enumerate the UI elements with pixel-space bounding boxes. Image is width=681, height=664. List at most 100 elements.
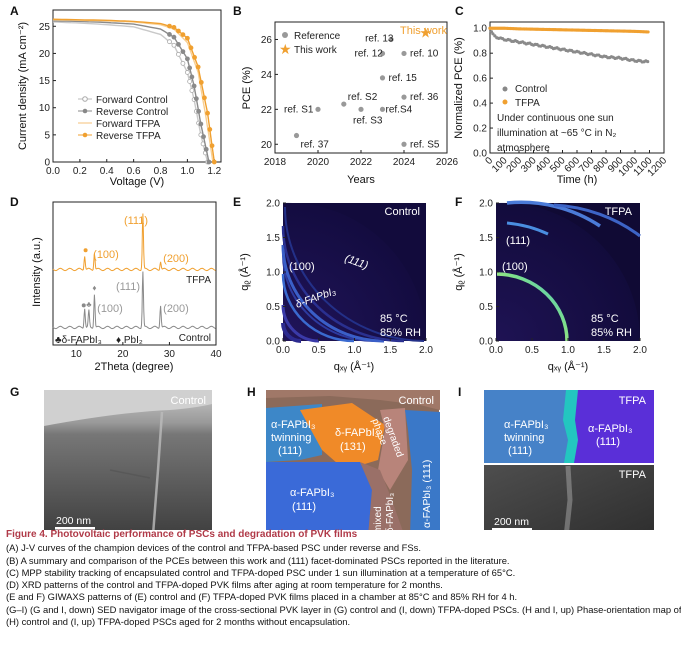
x-tick-label: 0.0 xyxy=(276,345,290,356)
region-label: α-FAPbI₃ xyxy=(588,423,632,435)
data-point xyxy=(198,121,204,127)
legend-marker xyxy=(82,132,88,138)
point-label: ref. S3 xyxy=(353,115,383,126)
y-tick-label: 10 xyxy=(39,103,51,114)
diffraction-ring xyxy=(281,244,385,343)
point-label: ref. 37 xyxy=(301,140,330,151)
point-label: ref. 10 xyxy=(410,48,439,59)
legend-entry: ♣δ-FAPbI₃ xyxy=(55,335,102,346)
region-label: (111) xyxy=(292,501,316,513)
peak-label: (200) xyxy=(163,303,189,315)
data-point xyxy=(209,143,215,149)
y-tick-label: 5 xyxy=(44,130,50,141)
data-point xyxy=(188,45,194,51)
panel-label: I xyxy=(458,385,461,399)
diffraction-ring xyxy=(553,203,641,238)
peak-marker: ♦ xyxy=(92,283,96,292)
x-tick-label: 20 xyxy=(117,349,129,360)
data-point xyxy=(202,95,207,101)
plot-series: ♣♦ xyxy=(52,213,216,330)
plot-frame xyxy=(52,201,217,346)
x-axis-label: qₓᵧ (Å⁻¹) xyxy=(334,360,374,373)
data-point xyxy=(205,110,210,116)
panel-label: D xyxy=(10,195,19,209)
y-tick-label: 0.5 xyxy=(479,302,493,313)
series-line xyxy=(52,21,209,163)
legend: Reference ★ This work xyxy=(279,31,341,57)
region-label: α-FAPbI₃ xyxy=(271,419,315,431)
data-point xyxy=(191,83,197,89)
ring-label: (111) xyxy=(506,235,530,247)
data-point xyxy=(167,23,172,29)
y-tick-label: 0.5 xyxy=(266,302,280,313)
legend-marker xyxy=(82,96,88,102)
x-tick-label: 0.4 xyxy=(100,166,114,177)
data-point xyxy=(167,39,172,45)
panel-h: H Control α-FAPbI₃ twinning (111) δ-FAPb… xyxy=(247,385,440,530)
data-point xyxy=(401,141,407,147)
y-axis-label: Current density (mA cm⁻²) xyxy=(17,22,29,150)
x-tick-label: 2.0 xyxy=(633,345,647,356)
y-axis-label: qᵨ (Å⁻¹) xyxy=(238,253,251,290)
y-tick-label: 2.0 xyxy=(479,199,493,210)
panel-label: F xyxy=(455,195,462,209)
legend: Control TFPA xyxy=(502,84,547,109)
data-point xyxy=(293,132,300,139)
x-tick-label: 1.0 xyxy=(180,166,194,177)
legend-marker xyxy=(82,108,88,114)
x-axis-label: 2Theta (degree) xyxy=(95,361,174,373)
twin-boundary xyxy=(563,390,578,463)
x-axis-label: Years xyxy=(347,174,375,186)
y-tick-label: 2.0 xyxy=(266,199,280,210)
sample-label: Control xyxy=(171,395,206,407)
data-point xyxy=(203,146,209,152)
data-point xyxy=(171,34,177,40)
y-tick-label: 0 xyxy=(44,158,50,169)
data-point xyxy=(189,88,195,93)
caption-line: (C) MPP stability tracking of encapsulat… xyxy=(6,566,516,578)
data-point xyxy=(379,75,386,81)
diffraction-ring xyxy=(281,273,355,343)
x-tick-label: 10 xyxy=(71,349,83,360)
region-label: twinning xyxy=(271,432,311,444)
data-point xyxy=(180,49,186,55)
y-tick-label: 24 xyxy=(261,70,273,81)
phase-region-degraded xyxy=(378,408,408,490)
data-point xyxy=(176,28,181,34)
x-tick-label: 0.6 xyxy=(127,166,141,177)
x-axis-label: Voltage (V) xyxy=(110,176,164,188)
panel-a: A 0.0 0.2 0.4 0.6 0.8 1.0 1.2 0 5 10 15 20 25 Forwar… xyxy=(10,4,222,188)
region-label: α-FAPbI₃ xyxy=(504,419,548,431)
data-point xyxy=(379,106,386,112)
data-point xyxy=(180,60,186,66)
x-tick-label: 2022 xyxy=(350,157,373,168)
y-tick-label: 0.2 xyxy=(473,124,487,135)
phase-region-alpha-right xyxy=(405,410,440,530)
data-point xyxy=(187,79,193,84)
x-tick-label: 1.5 xyxy=(597,345,611,356)
highlight-label: This work xyxy=(400,25,448,37)
sample-label: Control xyxy=(399,395,434,407)
panel-label: C xyxy=(455,4,464,18)
peak-label: (200) xyxy=(163,253,189,265)
x-tick-label: 2020 xyxy=(307,157,330,168)
region-label: (131) xyxy=(340,441,366,453)
point-label: ref. 36 xyxy=(410,92,439,103)
y-axis-label: PCE (%) xyxy=(241,67,253,110)
point-label: ref. S1 xyxy=(284,104,314,115)
star-point: ★ xyxy=(419,24,432,40)
data-point xyxy=(192,55,197,60)
data-point xyxy=(646,30,650,34)
x-tick-label: 0.2 xyxy=(73,166,87,177)
grain-boundary xyxy=(564,465,573,530)
data-point xyxy=(207,127,213,132)
point-label: ref. S5 xyxy=(410,139,440,150)
y-tick-label: 1.0 xyxy=(266,268,280,279)
panel-g: G Control 200 nm xyxy=(10,385,212,530)
x-axis-label: Time (h) xyxy=(557,174,598,186)
legend-entry: Reverse Control xyxy=(96,107,168,118)
y-tick-label: 0.0 xyxy=(473,149,487,160)
data-point xyxy=(646,59,650,64)
panel-e: E Control (100) (111) δ-FAPbI₃ 85 °C 85%… xyxy=(233,195,433,373)
